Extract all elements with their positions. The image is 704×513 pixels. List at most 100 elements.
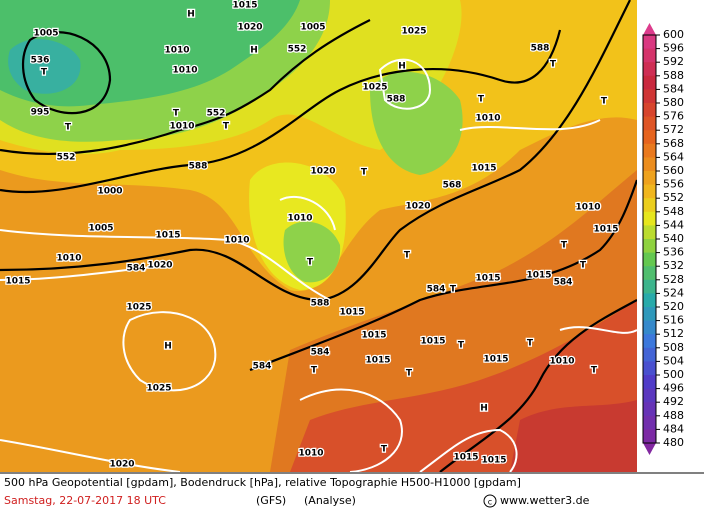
pressure-center: T <box>41 68 48 78</box>
color-swatch <box>643 62 656 77</box>
color-label: 500 <box>663 368 684 381</box>
copyright-icon <box>483 494 497 508</box>
pressure-center: T <box>65 123 72 133</box>
contour-label: 1020 <box>109 460 134 470</box>
pressure-contours <box>0 58 637 472</box>
color-swatch <box>643 171 656 186</box>
color-swatch <box>643 429 656 444</box>
contour-label: 1010 <box>575 203 600 213</box>
contour-label: 1020 <box>310 167 335 177</box>
color-label: 516 <box>663 314 684 327</box>
color-swatch <box>643 266 656 281</box>
color-label: 532 <box>663 259 684 272</box>
footer-date: Samstag, 22-07-2017 18 UTC <box>4 494 166 507</box>
contour-label: 584 <box>253 362 272 372</box>
color-swatch <box>643 198 656 213</box>
contour-label: 1020 <box>147 261 172 271</box>
color-swatch <box>643 320 656 335</box>
pressure-center: T <box>361 168 368 178</box>
pressure-center: T <box>450 285 457 295</box>
color-label: 576 <box>663 110 684 123</box>
contour-label: 1015 <box>526 271 551 281</box>
color-swatch <box>643 89 656 104</box>
color-label: 580 <box>663 96 684 109</box>
contour-label: 1015 <box>420 337 445 347</box>
color-swatch <box>643 293 656 308</box>
footer-run: (Analyse) <box>304 494 356 507</box>
pressure-center: H <box>187 10 195 20</box>
contour-label: 1005 <box>300 23 325 33</box>
contour-label: 1010 <box>164 46 189 56</box>
map-labels: 1005 536 T 995 T 552 H 1015 1020 H 552 1005 1010 1010… <box>4 0 620 471</box>
contour-label: 1015 <box>453 453 478 463</box>
copyright-c: c <box>488 498 492 507</box>
color-label: 540 <box>663 232 684 245</box>
color-bar: 6005965925885845805765725685645605565525… <box>642 23 684 455</box>
contour-label: 1010 <box>224 236 249 246</box>
color-label: 488 <box>663 409 684 422</box>
color-swatch <box>643 415 656 430</box>
contour-label: 1015 <box>155 231 180 241</box>
color-label: 552 <box>663 191 684 204</box>
pressure-center: T <box>311 366 318 376</box>
pressure-center: T <box>561 241 568 251</box>
color-label: 528 <box>663 273 684 286</box>
color-label: 572 <box>663 123 684 136</box>
color-swatch <box>643 35 656 50</box>
color-label: 492 <box>663 395 684 408</box>
color-label: 508 <box>663 341 684 354</box>
pressure-center: T <box>381 445 388 455</box>
contour-label: 588 <box>189 162 208 172</box>
contour-label: 1010 <box>287 214 312 224</box>
color-swatch <box>643 347 656 362</box>
pressure-center: T <box>173 109 180 119</box>
contour-label: 995 <box>31 108 50 118</box>
color-swatch <box>643 252 656 267</box>
color-swatch <box>643 225 656 240</box>
color-swatch <box>643 388 656 403</box>
color-label: 524 <box>663 286 684 299</box>
geopotential-contours <box>0 0 637 472</box>
color-swatch <box>643 157 656 172</box>
color-label: 504 <box>663 354 684 367</box>
contour-label: 1015 <box>471 164 496 174</box>
contour-label: 1025 <box>126 303 151 313</box>
color-label: 480 <box>663 436 684 449</box>
color-label: 600 <box>663 28 684 41</box>
pressure-center: T <box>307 258 314 268</box>
color-label: 548 <box>663 205 684 218</box>
pressure-center: T <box>601 97 608 107</box>
contour-label: 584 <box>427 285 446 295</box>
color-swatch <box>643 375 656 390</box>
pressure-center: H <box>250 46 258 56</box>
color-swatch <box>643 402 656 417</box>
color-label: 588 <box>663 69 684 82</box>
pressure-center: H <box>398 62 406 72</box>
color-label: 564 <box>663 150 684 163</box>
color-label: 568 <box>663 137 684 150</box>
map-field <box>0 0 637 472</box>
contour-label: 1015 <box>475 274 500 284</box>
contour-label: 1015 <box>232 1 257 11</box>
color-label: 536 <box>663 246 684 259</box>
contour-label: 1025 <box>401 27 426 37</box>
contour-label: 536 <box>31 56 50 66</box>
pressure-center: T <box>404 251 411 261</box>
footer-source[interactable]: www.wetter3.de <box>500 494 590 507</box>
contour-label: 552 <box>207 109 226 119</box>
color-swatch <box>643 75 656 90</box>
contour-label: 1015 <box>483 355 508 365</box>
color-label: 496 <box>663 382 684 395</box>
color-label: 584 <box>663 82 684 95</box>
pressure-center: T <box>458 341 465 351</box>
contour-label: 588 <box>387 95 406 105</box>
contour-label: 1000 <box>97 187 122 197</box>
contour-label: 588 <box>531 44 550 54</box>
contour-label: 1010 <box>172 66 197 76</box>
color-label: 560 <box>663 164 684 177</box>
color-label: 556 <box>663 178 684 191</box>
contour-label: 1010 <box>475 114 500 124</box>
pressure-center: T <box>550 60 557 70</box>
contour-label: 1015 <box>365 356 390 366</box>
